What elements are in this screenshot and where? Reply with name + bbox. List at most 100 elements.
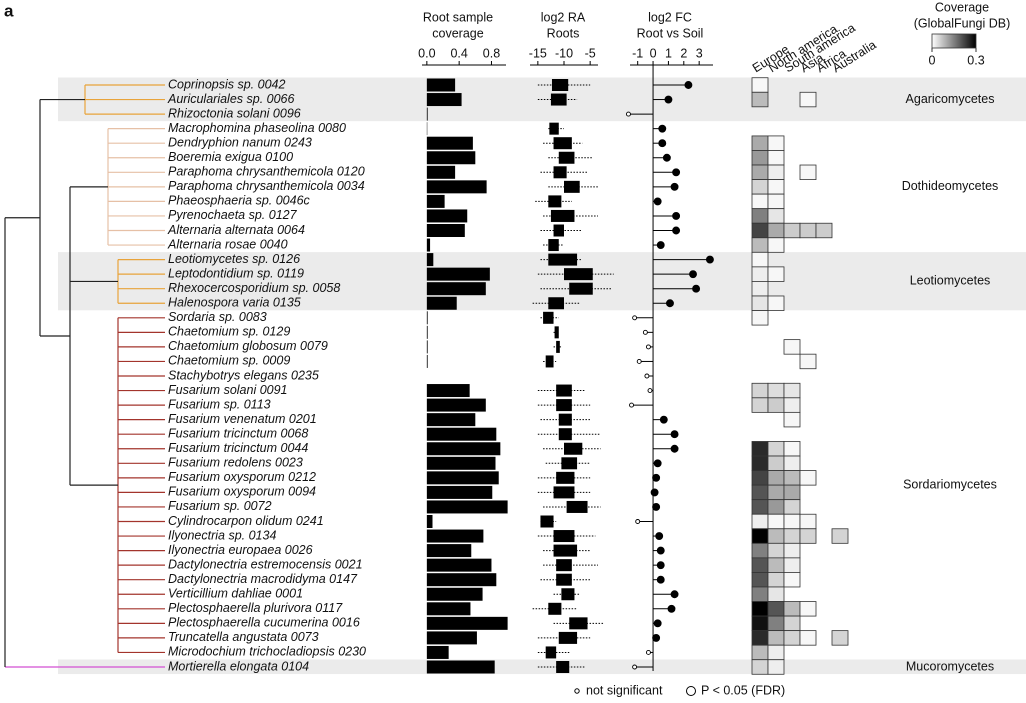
bar bbox=[426, 209, 468, 223]
heat-cell bbox=[767, 455, 785, 471]
heat-cell bbox=[783, 339, 801, 355]
significant-dot bbox=[689, 270, 697, 279]
bar bbox=[426, 645, 449, 659]
significant-dot bbox=[672, 226, 681, 235]
heat-cell bbox=[751, 557, 769, 573]
heat-cell bbox=[767, 542, 785, 559]
box bbox=[556, 471, 575, 484]
box bbox=[550, 209, 575, 222]
nonsignificant-dot bbox=[642, 329, 648, 335]
heat-cell bbox=[751, 470, 769, 486]
significant-dot bbox=[670, 182, 679, 191]
x-tick-label: 2 bbox=[680, 46, 687, 60]
heat-cell bbox=[751, 150, 769, 166]
taxon-label: Pyrenochaeta sp. 0127 bbox=[168, 208, 298, 222]
heat-cell bbox=[799, 630, 817, 646]
bar-title: Root sample bbox=[423, 10, 493, 24]
bar bbox=[426, 311, 428, 325]
bar bbox=[426, 413, 476, 427]
heat-cell bbox=[831, 528, 849, 544]
box bbox=[545, 355, 554, 368]
heat-cell bbox=[783, 615, 801, 632]
legend-label: not significant bbox=[586, 683, 663, 697]
heat-cell bbox=[767, 295, 785, 311]
heat-cell bbox=[767, 484, 785, 501]
class-label: Leotiomycetes bbox=[910, 274, 991, 288]
box bbox=[561, 457, 578, 470]
bar bbox=[426, 107, 428, 121]
taxon-label: Chaetomium sp. 0129 bbox=[168, 325, 290, 339]
bar bbox=[426, 442, 501, 456]
colorbar bbox=[931, 33, 977, 49]
heat-cell bbox=[799, 470, 817, 486]
box bbox=[561, 588, 575, 601]
heat-cell bbox=[767, 237, 785, 253]
heat-cell bbox=[767, 601, 785, 617]
box bbox=[564, 180, 580, 193]
significant-dot bbox=[658, 139, 667, 148]
bar bbox=[426, 136, 473, 150]
heat-cell bbox=[767, 164, 785, 180]
taxon-label: Truncatella angustata 0073 bbox=[168, 630, 319, 644]
heat-cell bbox=[751, 295, 769, 311]
taxon-label: Leotiomycetes sp. 0126 bbox=[168, 252, 300, 266]
class-label: Agaricomycetes bbox=[906, 92, 995, 106]
significant-dot bbox=[670, 590, 679, 599]
box bbox=[566, 500, 588, 513]
taxon-label: Stachybotrys elegans 0235 bbox=[168, 368, 319, 382]
heat-cell bbox=[751, 455, 769, 471]
x-tick-label: -15 bbox=[529, 46, 547, 60]
nonsignificant-dot bbox=[645, 650, 651, 655]
bar bbox=[426, 485, 493, 499]
significant-dot bbox=[658, 124, 667, 133]
box bbox=[558, 631, 578, 644]
taxon-label: Fusarium tricinctum 0068 bbox=[168, 426, 308, 440]
heat-cell bbox=[751, 281, 769, 297]
nonsignificant-dot bbox=[629, 402, 634, 408]
significant-dot bbox=[672, 168, 681, 177]
bar bbox=[426, 573, 497, 587]
bar bbox=[426, 253, 434, 267]
box bbox=[553, 137, 572, 150]
box bbox=[553, 224, 564, 237]
legend-marker bbox=[686, 686, 696, 696]
bar bbox=[426, 238, 431, 252]
heat-cell bbox=[767, 528, 785, 544]
taxon-label: Fusarium redolens 0023 bbox=[168, 456, 303, 470]
panel-label: a bbox=[4, 1, 14, 20]
heat-cell bbox=[751, 441, 769, 457]
x-tick-label: -10 bbox=[555, 46, 573, 60]
x-tick-label: 0 bbox=[650, 46, 657, 60]
taxon-label: Dendryphion nanum 0243 bbox=[168, 135, 312, 149]
significant-dot bbox=[656, 575, 665, 584]
taxon-label: Microdochium trichocladiopsis 0230 bbox=[168, 645, 366, 659]
taxon-label: Fusarium venenatum 0201 bbox=[168, 412, 317, 426]
box bbox=[558, 151, 575, 164]
heat-cell bbox=[799, 91, 817, 108]
heat-cell bbox=[767, 397, 785, 413]
bar bbox=[426, 631, 477, 645]
bar bbox=[426, 267, 490, 281]
box bbox=[569, 617, 588, 630]
bar bbox=[426, 165, 456, 179]
heat-cell bbox=[831, 630, 849, 646]
heat-cell bbox=[767, 586, 785, 602]
x-tick-label: -5 bbox=[585, 46, 596, 60]
heat-cell bbox=[783, 528, 801, 544]
bar bbox=[426, 78, 456, 92]
taxon-label: Mortierella elongata 0104 bbox=[168, 659, 309, 673]
taxon-label: Leptodontidium sp. 0119 bbox=[168, 266, 304, 280]
box bbox=[551, 79, 569, 91]
x-tick-label: 3 bbox=[696, 46, 703, 60]
bar bbox=[426, 558, 492, 572]
x-tick-label: 1 bbox=[665, 46, 672, 60]
heat-cell bbox=[783, 630, 801, 646]
box bbox=[553, 486, 575, 499]
box bbox=[554, 326, 559, 339]
taxon-label: Macrophomina phaseolina 0080 bbox=[168, 121, 346, 135]
heat-cell bbox=[767, 470, 785, 486]
box bbox=[553, 530, 575, 543]
nonsignificant-dot bbox=[632, 664, 638, 670]
significant-dot bbox=[652, 503, 661, 511]
heat-cell bbox=[751, 528, 769, 544]
